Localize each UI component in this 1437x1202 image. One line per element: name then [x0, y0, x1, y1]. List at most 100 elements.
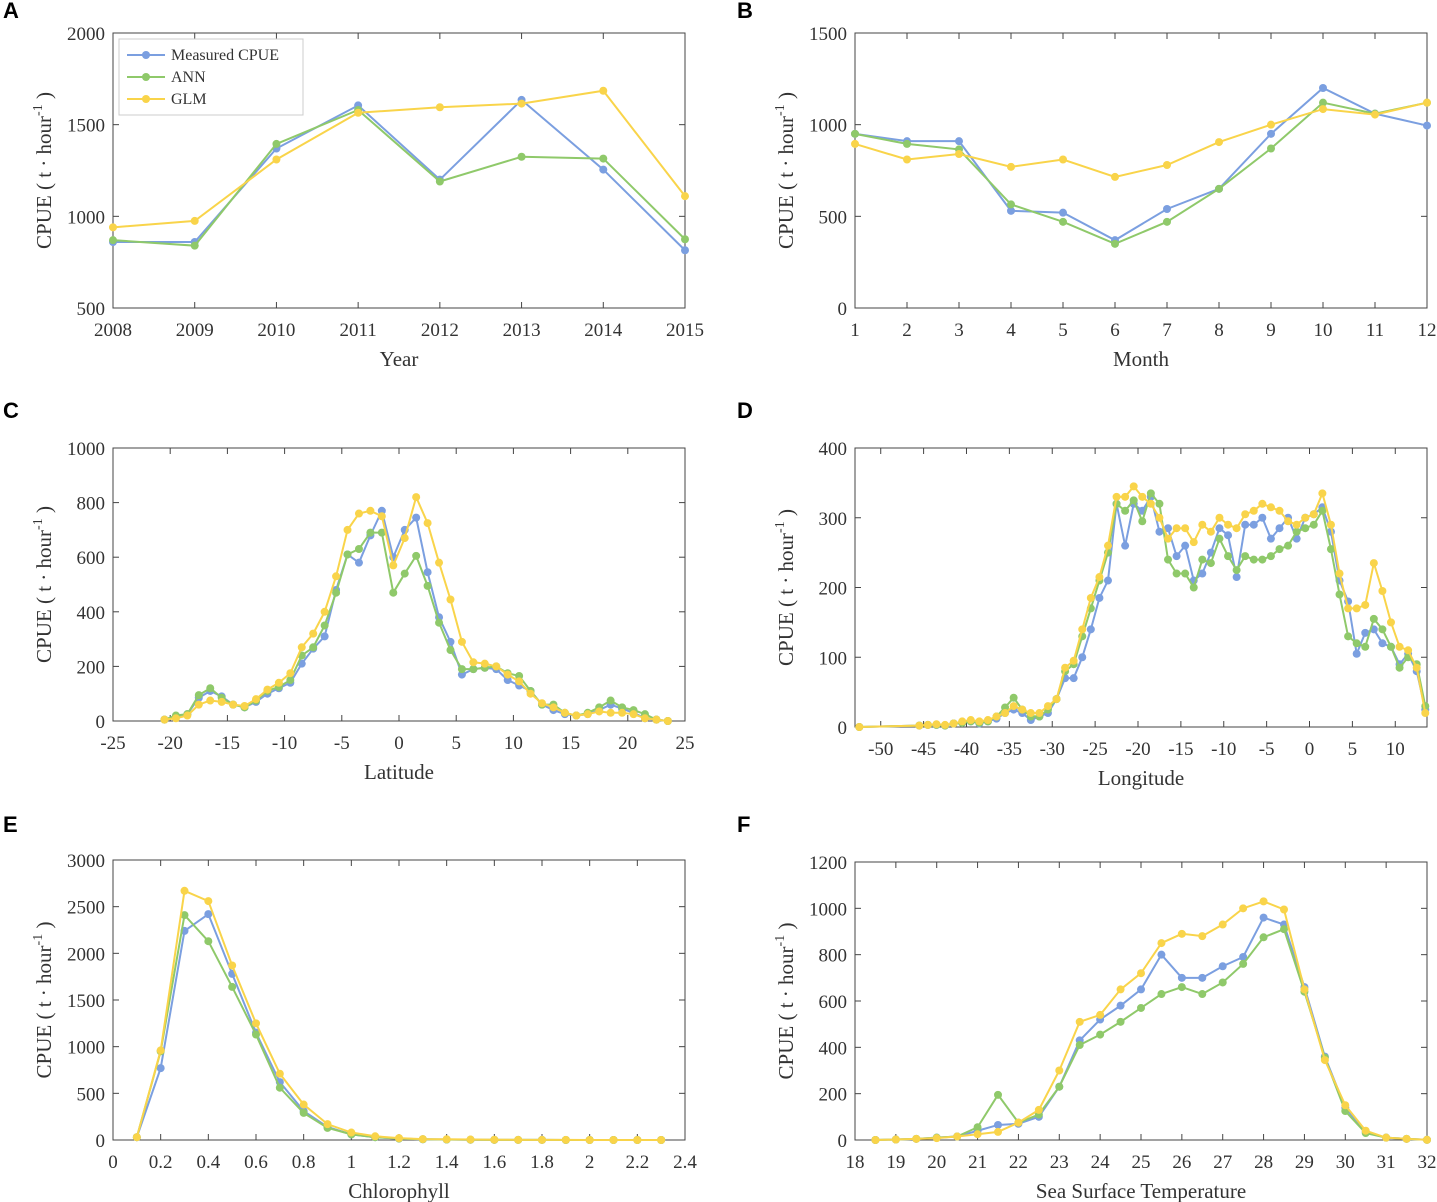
data-point — [1007, 200, 1015, 209]
data-point — [1275, 524, 1284, 533]
data-point — [538, 699, 546, 708]
data-point — [1096, 1030, 1105, 1039]
y-axis-label-sup: -1 — [31, 934, 46, 946]
data-point — [871, 1136, 880, 1144]
data-point — [1137, 1003, 1145, 1012]
data-point — [1146, 489, 1155, 498]
data-point — [1116, 1001, 1125, 1010]
data-point — [1146, 499, 1155, 508]
x-tick-label: 1.8 — [530, 1152, 554, 1173]
data-point — [1361, 600, 1370, 609]
x-tick-label: -35 — [997, 739, 1022, 760]
data-point — [343, 550, 352, 559]
data-point — [1292, 527, 1301, 536]
y-axis-label-sup: -1 — [31, 518, 46, 530]
y-tick-label: 1000 — [67, 207, 105, 228]
data-point — [1155, 513, 1164, 522]
data-point — [377, 528, 386, 537]
y-axis-label-text: CPUE ( t · hour — [32, 945, 56, 1078]
data-point — [966, 716, 975, 725]
data-point — [1292, 520, 1301, 529]
x-tick-label: 20 — [618, 733, 637, 754]
x-tick-label: 3 — [954, 320, 964, 341]
y-tick-label: 500 — [77, 299, 106, 320]
data-point — [595, 707, 604, 716]
data-point — [1421, 709, 1430, 718]
data-point — [180, 886, 189, 895]
x-tick-label: 5 — [451, 733, 461, 754]
x-tick-label: 2014 — [584, 320, 623, 341]
data-point — [228, 982, 237, 991]
legend-marker — [142, 73, 150, 81]
data-point — [275, 1069, 284, 1078]
x-axis-label: Chlorophyll — [348, 1179, 450, 1202]
data-point — [515, 677, 524, 686]
data-point — [1320, 1056, 1329, 1065]
data-point — [1172, 552, 1181, 561]
x-tick-label: 19 — [886, 1152, 905, 1173]
y-axis-label-sup: -1 — [31, 104, 46, 116]
data-point — [1267, 144, 1275, 153]
data-point — [435, 558, 444, 567]
data-point — [1095, 573, 1104, 582]
data-point — [973, 1123, 982, 1132]
x-tick-label: -20 — [158, 733, 183, 754]
data-point — [681, 192, 689, 201]
data-point — [1121, 541, 1130, 550]
data-point — [975, 717, 984, 726]
y-tick-label: 400 — [77, 603, 106, 624]
y-tick-label: 400 — [819, 439, 848, 460]
series-line — [164, 494, 668, 722]
panel-label: F — [737, 812, 750, 837]
x-tick-label: 22 — [1009, 1152, 1028, 1173]
data-point — [1266, 552, 1275, 561]
data-point — [663, 717, 672, 725]
data-point — [354, 108, 363, 117]
y-axis-label: CPUE ( t · hour-1 ) — [31, 922, 56, 1079]
data-point — [217, 697, 226, 706]
data-point — [1086, 593, 1095, 602]
data-point — [442, 1135, 451, 1144]
data-point — [412, 493, 421, 502]
data-point — [1111, 239, 1119, 248]
data-point — [1177, 929, 1186, 938]
data-point — [1361, 642, 1370, 651]
data-point — [572, 711, 581, 720]
y-tick-label: 800 — [819, 946, 848, 967]
data-point — [180, 911, 189, 920]
data-point — [1319, 105, 1327, 114]
y-axis-label-end: ) — [32, 922, 56, 934]
x-tick-label: 2 — [902, 320, 912, 341]
data-point — [1266, 534, 1275, 543]
data-point — [560, 708, 569, 717]
data-point — [1007, 162, 1015, 171]
x-tick-label: 18 — [846, 1152, 865, 1173]
data-point — [446, 646, 455, 655]
data-point — [457, 637, 466, 646]
data-point — [1164, 555, 1173, 564]
data-point — [1172, 569, 1181, 578]
y-tick-label: 200 — [819, 579, 848, 600]
series-line — [113, 98, 686, 251]
legend-marker — [142, 51, 150, 59]
data-point — [1096, 1010, 1105, 1019]
data-point — [599, 154, 608, 163]
y-tick-label: 300 — [819, 509, 848, 530]
data-point — [1215, 534, 1224, 543]
y-tick-label: 1200 — [809, 853, 847, 874]
series-line — [164, 507, 668, 722]
data-point — [932, 720, 941, 729]
data-point — [206, 684, 215, 693]
x-axis-label: Month — [1113, 347, 1170, 371]
legend-label: ANN — [171, 69, 206, 86]
data-point — [1061, 663, 1070, 672]
data-point — [891, 1135, 900, 1144]
data-point — [389, 588, 398, 597]
data-point — [1177, 973, 1186, 982]
data-point — [190, 241, 199, 250]
data-point — [912, 1134, 921, 1143]
data-point — [1069, 656, 1078, 665]
x-tick-label: 7 — [1162, 320, 1172, 341]
x-tick-label: -30 — [1040, 739, 1065, 760]
y-tick-label: 200 — [819, 1085, 848, 1106]
